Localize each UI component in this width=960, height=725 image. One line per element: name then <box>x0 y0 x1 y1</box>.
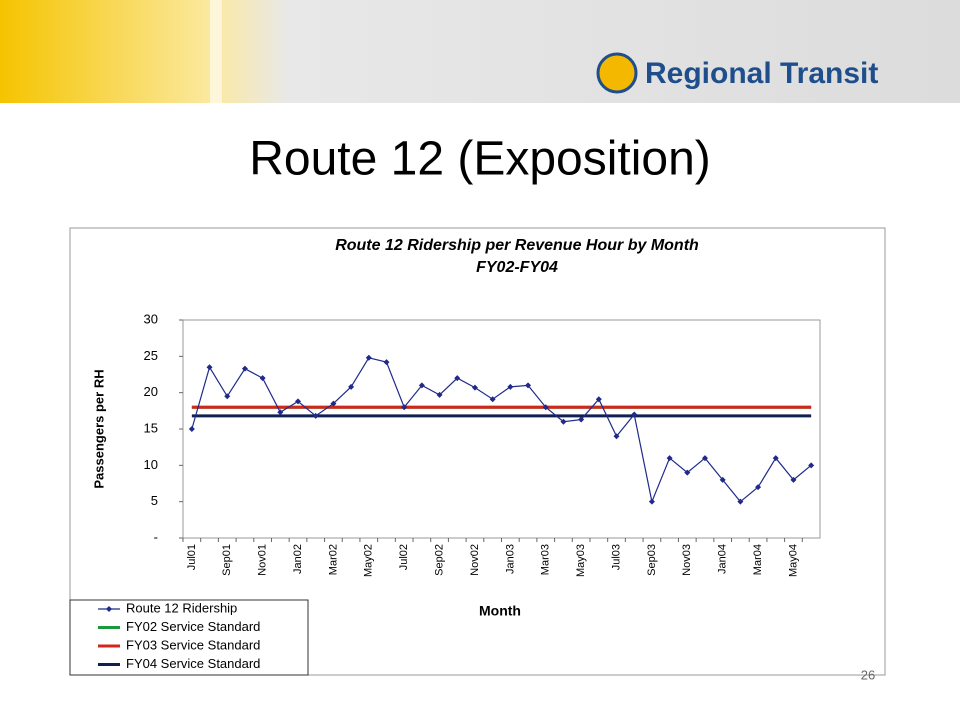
x-tick-label: Jan04 <box>717 544 729 574</box>
x-tick-label: Nov03 <box>681 544 693 576</box>
data-point <box>648 498 655 505</box>
y-axis-title: Passengers per RH <box>91 369 106 488</box>
data-point <box>188 426 195 432</box>
data-point <box>401 404 408 411</box>
y-tick-label: 30 <box>144 311 158 326</box>
data-point <box>507 383 514 390</box>
x-tick-label: May02 <box>363 544 375 577</box>
data-point <box>613 433 620 440</box>
data-point <box>595 396 602 403</box>
data-point <box>348 383 355 390</box>
data-point <box>737 498 744 505</box>
page-number: 26 <box>861 667 875 682</box>
legend-label: FY04 Service Standard <box>126 656 260 671</box>
x-axis-title: Month <box>479 603 521 619</box>
data-point <box>560 418 567 425</box>
x-tick-label: Sep03 <box>646 544 658 576</box>
data-point <box>312 412 319 419</box>
slide-title: Route 12 (Exposition) <box>249 133 711 186</box>
data-point <box>701 455 708 462</box>
x-tick-label: Sep02 <box>433 544 445 576</box>
data-point <box>755 484 762 491</box>
x-tick-label: Nov01 <box>257 544 269 576</box>
y-tick-label: 20 <box>144 384 158 399</box>
x-tick-label: Jul02 <box>398 544 410 570</box>
data-point <box>224 393 231 400</box>
data-point <box>436 391 443 398</box>
data-point <box>418 382 425 389</box>
data-point <box>719 476 726 483</box>
logo-icon <box>596 52 638 94</box>
y-tick-label: 10 <box>144 457 158 472</box>
x-tick-label: Jan02 <box>292 544 304 574</box>
data-point <box>365 354 372 361</box>
chart-title: Route 12 Ridership per Revenue Hour by M… <box>335 237 699 254</box>
data-point <box>330 400 337 407</box>
legend-label: FY03 Service Standard <box>126 637 260 652</box>
x-tick-label: Jul01 <box>186 544 198 570</box>
data-point <box>295 398 302 405</box>
data-point <box>666 455 673 462</box>
data-point <box>241 365 248 372</box>
logo-text: Regional Transit <box>645 57 878 90</box>
series-line <box>191 357 812 504</box>
x-tick-label: Mar02 <box>327 544 339 575</box>
data-point <box>631 411 638 418</box>
data-point <box>808 462 815 469</box>
data-point <box>684 469 691 476</box>
data-point <box>489 396 496 403</box>
y-tick-label: 15 <box>144 420 158 435</box>
data-point <box>772 455 779 462</box>
data-point <box>454 375 461 382</box>
x-tick-label: Mar04 <box>752 544 764 575</box>
data-point <box>542 404 549 411</box>
y-tick-label: 5 <box>151 493 158 508</box>
data-point <box>206 364 213 371</box>
header-band <box>0 0 960 103</box>
legend-label: FY02 Service Standard <box>126 619 260 634</box>
data-point <box>790 476 797 483</box>
data-point <box>578 416 585 423</box>
header-stripe <box>210 0 222 103</box>
x-tick-label: Mar03 <box>540 544 552 575</box>
x-tick-label: Nov02 <box>469 544 481 576</box>
legend-label: Route 12 Ridership <box>126 600 237 615</box>
x-tick-label: Jul03 <box>610 544 622 570</box>
x-tick-label: May04 <box>787 544 799 577</box>
data-point <box>259 375 266 382</box>
data-point <box>525 382 532 389</box>
data-point <box>383 359 390 366</box>
y-tick-label: - <box>154 529 158 544</box>
data-point <box>471 384 478 391</box>
chart-subtitle: FY02-FY04 <box>476 259 558 276</box>
x-tick-label: May03 <box>575 544 587 577</box>
legend <box>69 599 309 676</box>
x-tick-label: Sep01 <box>221 544 233 576</box>
y-tick-label: 25 <box>144 348 158 363</box>
legend-marker <box>106 606 112 612</box>
x-tick-label: Jan03 <box>504 544 516 574</box>
data-point <box>277 409 284 416</box>
